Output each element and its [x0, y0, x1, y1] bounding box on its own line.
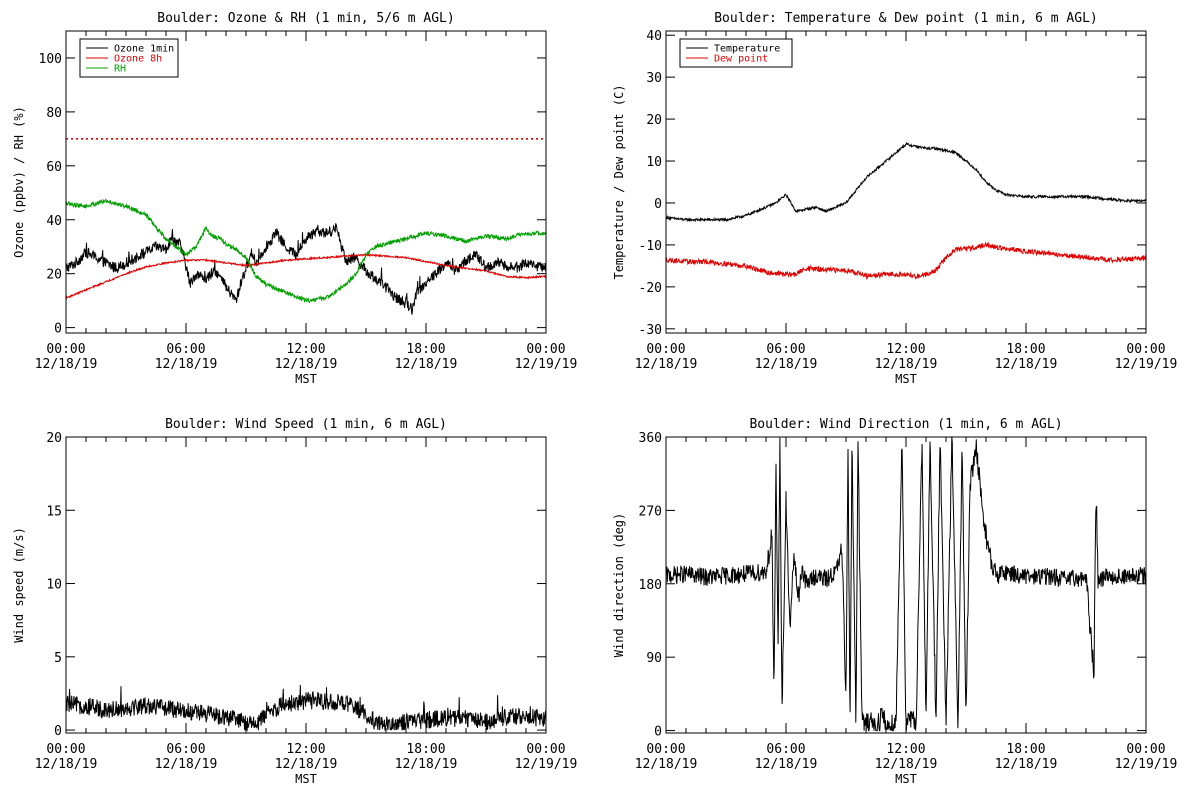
series-line-temperature: [666, 141, 1146, 223]
y-tick-label: 40: [46, 214, 62, 229]
y-tick-label: 20: [646, 113, 662, 128]
y-axis-label: Wind speed (m/s): [12, 527, 26, 643]
x-tick-time: 12:00: [886, 342, 925, 357]
x-tick-date: 12/18/19: [635, 757, 698, 772]
legend-label: Ozone 8h: [114, 54, 162, 65]
ozone-rh-panel: Boulder: Ozone & RH (1 min, 5/6 m AGL) 0 2…: [12, 11, 577, 386]
x-tick-date: 12/18/19: [155, 357, 218, 372]
legend-box: [679, 38, 793, 68]
x-tick-time: 12:00: [286, 742, 325, 757]
x-tick-date: 12/18/19: [995, 757, 1058, 772]
chart-title: Boulder: Wind Speed (1 min, 6 m AGL): [165, 417, 447, 432]
plot-frame: [65, 436, 547, 734]
y-tick-label: 30: [646, 71, 662, 86]
y-tick-label: 0: [654, 197, 662, 212]
x-tick-time: 00:00: [1126, 342, 1165, 357]
x-tick-time: 00:00: [526, 742, 565, 757]
x-tick-date: 12/18/19: [155, 757, 218, 772]
x-tick-time: 06:00: [766, 342, 805, 357]
y-tick-label: 10: [646, 155, 662, 170]
x-tick-time: 06:00: [166, 742, 205, 757]
x-axis-label: MST: [895, 372, 917, 386]
x-tick-date: 12/18/19: [875, 757, 938, 772]
x-tick-date: 12/18/19: [995, 357, 1058, 372]
x-tick-time: 00:00: [46, 742, 85, 757]
x-tick-date: 12/18/19: [275, 357, 338, 372]
x-tick-time: 00:00: [46, 342, 85, 357]
series-line-dew-point: [666, 241, 1146, 281]
x-tick-time: 12:00: [886, 742, 925, 757]
y-tick-label: 5: [54, 651, 62, 666]
y-tick-label: -30: [639, 323, 662, 338]
y-tick-label: 10: [46, 578, 62, 593]
y-tick-label: 15: [46, 504, 62, 519]
x-tick-date: 12/18/19: [635, 357, 698, 372]
x-tick-date: 12/19/19: [1115, 357, 1178, 372]
x-tick-time: 06:00: [766, 742, 805, 757]
y-tick-label: 90: [646, 651, 662, 666]
series-line-rh: [66, 198, 546, 304]
y-tick-label: 360: [639, 431, 662, 446]
plot-frame: [665, 30, 1147, 334]
chart-title: Boulder: Ozone & RH (1 min, 5/6 m AGL): [157, 11, 454, 26]
legend-label: Ozone 1min: [114, 44, 174, 55]
x-tick-time: 06:00: [166, 342, 205, 357]
x-axis-label: MST: [295, 372, 317, 386]
x-tick-time: 18:00: [406, 742, 445, 757]
wind-direction-panel: Boulder: Wind Direction (1 min, 6 m AGL)…: [612, 417, 1177, 786]
x-tick-date: 12/18/19: [755, 757, 818, 772]
series-line-ozone-8h: [66, 252, 546, 300]
x-tick-time: 18:00: [1006, 342, 1045, 357]
y-tick-label: -10: [639, 239, 662, 254]
y-tick-label: 100: [39, 52, 62, 67]
y-tick-label: 20: [46, 431, 62, 446]
x-tick-time: 00:00: [646, 342, 685, 357]
x-tick-date: 12/19/19: [1115, 757, 1178, 772]
temperature-dewpoint-panel: Boulder: Temperature & Dew point (1 min,…: [612, 11, 1177, 386]
x-tick-date: 12/18/19: [35, 757, 98, 772]
y-tick-label: 40: [646, 29, 662, 44]
x-tick-date: 12/19/19: [515, 757, 578, 772]
series-line-ozone-1min: [66, 223, 546, 316]
y-axis-label: Ozone (ppbv) / RH (%): [12, 106, 26, 258]
y-tick-label: 0: [54, 724, 62, 739]
y-tick-label: 0: [54, 322, 62, 337]
legend-label: Dew point: [714, 54, 768, 65]
x-tick-date: 12/18/19: [395, 357, 458, 372]
x-axis-label: MST: [895, 772, 917, 786]
chart-title: Boulder: Temperature & Dew point (1 min,…: [714, 11, 1098, 26]
x-tick-date: 12/18/19: [275, 757, 338, 772]
x-tick-date: 12/18/19: [35, 357, 98, 372]
y-tick-label: 20: [46, 268, 62, 283]
x-tick-time: 00:00: [646, 742, 685, 757]
chart-title: Boulder: Wind Direction (1 min, 6 m AGL): [749, 417, 1062, 432]
x-tick-date: 12/19/19: [515, 357, 578, 372]
wind-speed-panel: Boulder: Wind Speed (1 min, 6 m AGL) 0 5 10…: [12, 417, 577, 786]
y-axis-label: Temperature / Dew point (C): [612, 84, 626, 279]
x-tick-time: 00:00: [1126, 742, 1165, 757]
y-tick-label: 60: [46, 160, 62, 175]
series-line-data: [666, 437, 1146, 732]
x-tick-date: 12/18/19: [755, 357, 818, 372]
y-tick-label: 270: [639, 504, 662, 519]
series-line-data: [66, 684, 546, 732]
x-tick-time: 12:00: [286, 342, 325, 357]
y-tick-label: 0: [654, 725, 662, 740]
x-tick-time: 18:00: [1006, 742, 1045, 757]
y-tick-label: 80: [46, 106, 62, 121]
y-axis-label: Wind direction (deg): [612, 513, 626, 658]
y-tick-label: 180: [639, 578, 662, 593]
x-tick-time: 18:00: [406, 342, 445, 357]
x-tick-date: 12/18/19: [875, 357, 938, 372]
x-tick-date: 12/18/19: [395, 757, 458, 772]
legend-label: RH: [114, 64, 126, 75]
legend-label: Temperature: [714, 44, 780, 55]
x-axis-label: MST: [295, 772, 317, 786]
y-tick-label: -20: [639, 281, 662, 296]
x-tick-time: 00:00: [526, 342, 565, 357]
